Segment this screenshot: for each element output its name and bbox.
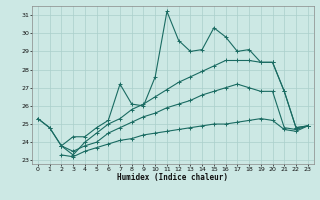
X-axis label: Humidex (Indice chaleur): Humidex (Indice chaleur) (117, 173, 228, 182)
